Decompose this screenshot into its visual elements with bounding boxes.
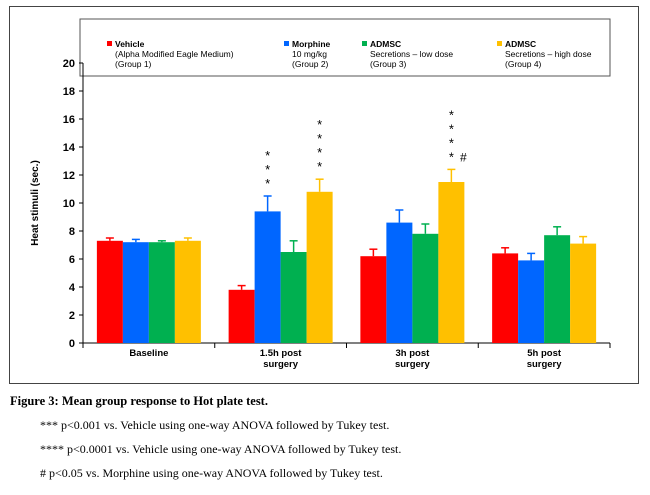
y-tick-label-12: 12 [63,170,75,182]
bar-4-3 [438,182,465,343]
y-tick-label-2: 2 [69,310,75,322]
legend-label-2-line-3: (Group 2) [292,59,329,69]
significance-star-2-4: * [317,159,322,174]
y-tick-label-18: 18 [63,86,75,98]
significance-star-2-2: * [317,131,322,146]
significance-star-1-2: * [265,162,270,177]
x-tick-label-3-line-2: surgery [395,359,431,370]
y-tick-label-4: 4 [69,282,76,294]
legend-label-1-line-1: Vehicle [115,39,145,49]
significance-star-2-1: * [317,117,322,132]
bar-2-4 [518,260,545,343]
legend-label-4-line-2: Secretions – high dose [505,49,592,59]
bar-4-4 [570,243,597,343]
significance-star-1-1: * [265,148,270,163]
legend-label-4-line-3: (Group 4) [505,59,542,69]
x-tick-label-1-line-1: Baseline [129,348,168,359]
significance-star-3-3: * [449,135,454,150]
significance-star-3-2: * [449,121,454,136]
legend-swatch-4 [497,41,502,46]
legend-box [79,18,611,77]
bar-3-2 [280,252,307,343]
footnote-four-stars: **** p<0.0001 vs. Vehicle using one-way … [40,442,402,456]
legend-label-3-line-1: ADMSC [370,39,401,49]
significance-hash-3: # [460,150,467,164]
x-tick-label-4-line-2: surgery [527,359,563,370]
bar-4-1 [174,240,201,343]
x-tick-label-2-line-2: surgery [263,359,299,370]
legend-label-4-line-1: ADMSC [505,39,536,49]
significance-star-2-3: * [317,145,322,160]
bar-3-3 [412,233,439,343]
legend-swatch-1 [107,41,112,46]
legend-label-1-line-2: (Alpha Modified Eagle Medium) [115,49,234,59]
y-tick-label-14: 14 [63,142,76,154]
legend-swatch-2 [284,41,289,46]
bar-2-1 [122,242,149,343]
bar-3-1 [148,242,175,343]
bar-chart: Vehicle(Alpha Modified Eagle Medium)(Gro… [30,18,611,370]
x-tick-label-3-line-1: 3h post [395,348,430,359]
figure-caption: Figure 3: Mean group response to Hot pla… [10,394,268,408]
legend-swatch-3 [362,41,367,46]
legend-label-3-line-2: Secretions – low dose [370,49,453,59]
bar-2-3 [386,222,413,343]
bar-1-1 [96,240,123,343]
significance-star-3-4: * [449,149,454,164]
legend-label-3-line-3: (Group 3) [370,59,407,69]
x-tick-label-4-line-1: 5h post [527,348,562,359]
y-tick-label-6: 6 [69,254,75,266]
x-tick-label-2-line-1: 1.5h post [260,348,303,359]
y-tick-label-0: 0 [69,338,75,350]
footnote-three-stars: *** p<0.001 vs. Vehicle using one-way AN… [40,418,390,432]
bar-1-4 [492,253,519,343]
legend-label-2-line-2: 10 mg/kg [292,49,327,59]
bar-1-3 [360,256,387,343]
legend-label-1-line-3: (Group 1) [115,59,152,69]
bar-2-2 [254,211,281,343]
y-tick-label-10: 10 [63,198,75,210]
significance-star-3-1: * [449,107,454,122]
y-axis-title: Heat stimuli (sec.) [30,160,41,246]
bar-4-2 [306,191,333,343]
bar-3-4 [544,235,571,343]
bar-1-2 [228,289,255,343]
footnote-hash: # p<0.05 vs. Morphine using one-way ANOV… [40,466,383,480]
y-tick-label-8: 8 [69,226,75,238]
significance-star-1-3: * [265,176,270,191]
y-tick-label-20: 20 [63,58,75,70]
legend-label-2-line-1: Morphine [292,39,331,49]
y-tick-label-16: 16 [63,114,75,126]
